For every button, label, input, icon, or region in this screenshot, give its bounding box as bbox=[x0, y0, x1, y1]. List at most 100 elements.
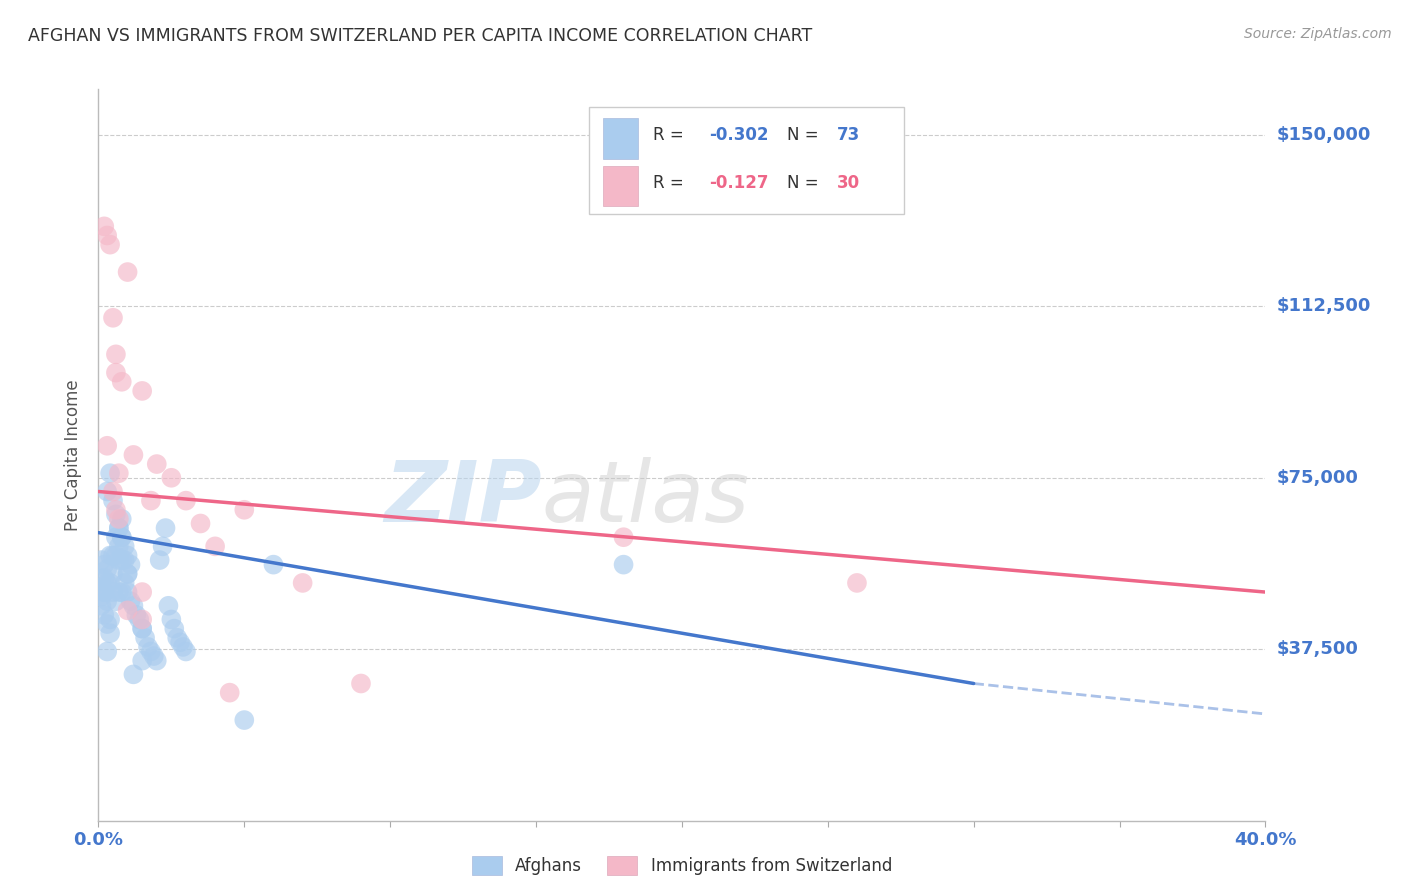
Point bbox=[101, 549, 124, 563]
Point bbox=[96, 439, 118, 453]
Point bbox=[131, 622, 153, 636]
Point bbox=[117, 603, 139, 617]
Text: -0.127: -0.127 bbox=[709, 174, 768, 192]
Point bbox=[169, 635, 191, 649]
Text: $37,500: $37,500 bbox=[1277, 640, 1360, 658]
Text: $75,000: $75,000 bbox=[1277, 469, 1360, 487]
Text: 73: 73 bbox=[837, 127, 860, 145]
Point bbox=[128, 612, 150, 626]
Point bbox=[90, 599, 112, 613]
Point bbox=[101, 585, 124, 599]
Point bbox=[96, 617, 118, 632]
Point bbox=[139, 644, 162, 658]
Point bbox=[96, 594, 118, 608]
Point bbox=[93, 558, 115, 572]
Point bbox=[131, 622, 153, 636]
Point bbox=[98, 549, 121, 563]
Text: -0.302: -0.302 bbox=[709, 127, 768, 145]
Point bbox=[612, 558, 634, 572]
Point bbox=[174, 493, 197, 508]
Text: $150,000: $150,000 bbox=[1277, 126, 1371, 144]
Text: $112,500: $112,500 bbox=[1277, 297, 1371, 316]
Point bbox=[122, 667, 145, 681]
Point bbox=[108, 539, 131, 553]
Point bbox=[136, 640, 159, 654]
Point bbox=[160, 612, 183, 626]
Point bbox=[172, 640, 194, 654]
Point bbox=[104, 502, 127, 516]
Point bbox=[111, 530, 134, 544]
Text: ZIP: ZIP bbox=[384, 458, 541, 541]
Point bbox=[117, 566, 139, 581]
Point bbox=[146, 457, 169, 471]
Point bbox=[142, 649, 165, 664]
Point bbox=[93, 571, 115, 585]
Point bbox=[218, 685, 240, 699]
Point bbox=[122, 448, 145, 462]
Point bbox=[96, 228, 118, 243]
Point bbox=[117, 585, 139, 599]
Point bbox=[104, 366, 127, 380]
Point bbox=[101, 566, 124, 581]
Point bbox=[111, 553, 134, 567]
Point bbox=[152, 539, 174, 553]
Text: Source: ZipAtlas.com: Source: ZipAtlas.com bbox=[1244, 27, 1392, 41]
Point bbox=[350, 676, 373, 690]
FancyBboxPatch shape bbox=[589, 108, 904, 213]
Point bbox=[96, 644, 118, 658]
Point bbox=[90, 571, 112, 585]
Point bbox=[101, 484, 124, 499]
Point bbox=[146, 654, 169, 668]
Point bbox=[104, 549, 127, 563]
Point bbox=[108, 585, 131, 599]
Text: N =: N = bbox=[787, 127, 824, 145]
Point bbox=[291, 576, 314, 591]
Y-axis label: Per Capita Income: Per Capita Income bbox=[65, 379, 83, 531]
Text: atlas: atlas bbox=[541, 458, 749, 541]
Point bbox=[117, 566, 139, 581]
FancyBboxPatch shape bbox=[603, 119, 637, 159]
Point bbox=[96, 576, 118, 591]
Text: 30: 30 bbox=[837, 174, 860, 192]
Text: R =: R = bbox=[652, 127, 689, 145]
Point bbox=[204, 539, 226, 553]
Point bbox=[104, 508, 127, 522]
Point bbox=[96, 484, 118, 499]
Point bbox=[101, 493, 124, 508]
Point bbox=[157, 599, 180, 613]
Point bbox=[108, 466, 131, 480]
Point bbox=[93, 585, 115, 599]
Point bbox=[111, 585, 134, 599]
Point bbox=[93, 607, 115, 622]
Point bbox=[149, 553, 172, 567]
Point bbox=[114, 553, 136, 567]
Point bbox=[155, 521, 177, 535]
Text: N =: N = bbox=[787, 174, 824, 192]
Point bbox=[114, 576, 136, 591]
Point bbox=[93, 219, 115, 234]
Point bbox=[163, 622, 186, 636]
Point bbox=[108, 553, 131, 567]
Point bbox=[104, 347, 127, 361]
Point bbox=[262, 558, 284, 572]
Point bbox=[108, 512, 131, 526]
Point bbox=[166, 631, 188, 645]
Point bbox=[174, 644, 197, 658]
Point bbox=[101, 310, 124, 325]
Legend: Afghans, Immigrants from Switzerland: Afghans, Immigrants from Switzerland bbox=[465, 849, 898, 882]
Point bbox=[90, 553, 112, 567]
Point bbox=[117, 549, 139, 563]
Point bbox=[845, 576, 868, 591]
Point bbox=[90, 590, 112, 604]
Point bbox=[90, 581, 112, 595]
Point bbox=[120, 558, 142, 572]
Point bbox=[98, 237, 121, 252]
Point bbox=[96, 562, 118, 576]
Point bbox=[93, 585, 115, 599]
Point bbox=[233, 502, 256, 516]
Point bbox=[108, 521, 131, 535]
Point bbox=[104, 530, 127, 544]
Point bbox=[111, 512, 134, 526]
Point bbox=[98, 626, 121, 640]
Point bbox=[117, 265, 139, 279]
